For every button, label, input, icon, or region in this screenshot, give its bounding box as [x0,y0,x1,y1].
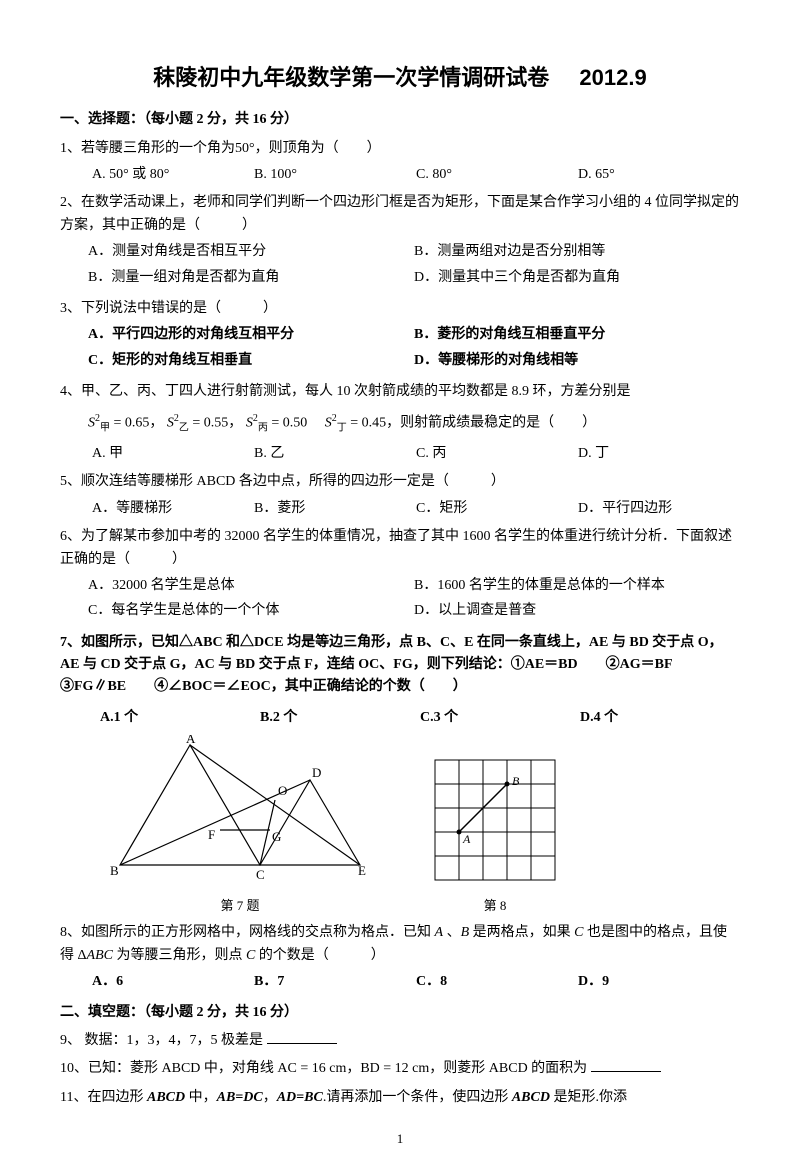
q5-opt-d: D．平行四边形 [578,498,740,520]
q6-stem: 6、为了解某市参加中考的 32000 名学生的体重情况，抽查了其中 1600 名… [60,526,740,571]
figure-8: A B 第 8 [430,755,560,916]
q8-opt-a: A．6 [92,971,254,993]
q3-opt-c: C．矩形的对角线互相垂直 [88,350,414,372]
q6-opt-b: B．1600 名学生的体重是总体的一个样本 [414,575,740,597]
q5-opt-a: A．等腰梯形 [92,498,254,520]
q2-stem: 2、在数学活动课上，老师和同学们判断一个四边形门框是否为矩形，下面是某合作学习小… [60,192,740,237]
q4-opt-b: B. 乙 [254,443,416,465]
section-1-heading: 一、选择题：（每小题 2 分，共 16 分） [60,109,740,131]
q4-formula: S2甲 = 0.65， S2乙 = 0.55， S2丙 = 0.50 S2丁 =… [88,411,740,436]
svg-text:G: G [272,829,281,844]
q3-opt-a: A．平行四边形的对角线互相平分 [88,324,414,346]
q2-opt-c: B．测量一组对角是否都为直角 [88,267,414,289]
question-6: 6、为了解某市参加中考的 32000 名学生的体重情况，抽查了其中 1600 名… [60,526,740,626]
svg-text:B: B [110,863,119,878]
section-2-heading: 二、填空题：（每小题 2 分，共 16 分） [60,1002,740,1024]
q5-options: A．等腰梯形 B．菱形 C．矩形 D．平行四边形 [92,498,740,520]
question-11: 11、在四边形 ABCD 中，AB=DC，AD=BC.请再添加一个条件，使四边形… [60,1087,740,1109]
svg-text:D: D [312,765,321,780]
svg-text:C: C [256,867,265,882]
q5-opt-b: B．菱形 [254,498,416,520]
svg-text:E: E [358,863,366,878]
grid-diagram-icon: A B [430,755,560,885]
exam-date: 2012.9 [579,65,646,90]
q7-options: A.1 个 B.2 个 C.3 个 D.4 个 [100,707,740,729]
q8-options: A．6 B．7 C．8 D．9 [92,971,740,993]
question-2: 2、在数学活动课上，老师和同学们判断一个四边形门框是否为矩形，下面是某合作学习小… [60,192,740,292]
q5-opt-c: C．矩形 [416,498,578,520]
q2-opt-b: B．测量两组对边是否分别相等 [414,241,740,263]
q3-options: A．平行四边形的对角线互相平分 B．菱形的对角线互相垂直平分 C．矩形的对角线互… [88,324,740,375]
q1-opt-a: A. 50° 或 80° [92,164,254,186]
q3-stem: 3、下列说法中错误的是（ ） [60,298,740,320]
q6-opt-a: A．32000 名学生是总体 [88,575,414,597]
fig7-label: 第 7 题 [100,896,380,917]
q6-opt-d: D．以上调查是普查 [414,600,740,622]
q3-opt-b: B．菱形的对角线互相垂直平分 [414,324,740,346]
question-5: 5、顺次连结等腰梯形 ABCD 各边中点，所得的四边形一定是（ ） A．等腰梯形… [60,471,740,520]
svg-text:O: O [278,783,287,798]
q7-stem: 7、如图所示，已知△ABC 和△DCE 均是等边三角形，点 B、C、E 在同一条… [60,632,740,699]
figure-row: A B C E D O F G 第 7 题 [100,735,740,916]
q2-opt-d: D．测量其中三个角是否都为直角 [414,267,740,289]
q7-opt-c: C.3 个 [420,707,580,729]
q6-opt-c: C．每名学生是总体的一个个体 [88,600,414,622]
q9-blank [267,1030,337,1044]
q8-stem: 8、如图所示的正方形网格中，网格线的交点称为格点．已知 A 、B 是两格点，如果… [60,922,740,967]
q4-opt-a: A. 甲 [92,443,254,465]
title-text: 秣陵初中九年级数学第一次学情调研试卷 [153,65,549,90]
question-8: 8、如图所示的正方形网格中，网格线的交点称为格点．已知 A 、B 是两格点，如果… [60,922,740,993]
exam-title: 秣陵初中九年级数学第一次学情调研试卷 2012.9 [60,60,740,95]
q2-opt-a: A．测量对角线是否相互平分 [88,241,414,263]
q4-opt-c: C. 丙 [416,443,578,465]
q8-opt-d: D．9 [578,971,740,993]
q8-opt-c: C．8 [416,971,578,993]
svg-text:F: F [208,827,215,842]
q1-options: A. 50° 或 80° B. 100° C. 80° D. 65° [92,164,740,186]
q3-opt-d: D．等腰梯形的对角线相等 [414,350,740,372]
q4-opt-d: D. 丁 [578,443,740,465]
question-10: 10、已知：菱形 ABCD 中，对角线 AC = 16 cm，BD = 12 c… [60,1058,740,1080]
q10-blank [591,1058,661,1072]
page-number: 1 [60,1129,740,1150]
figure-7: A B C E D O F G 第 7 题 [100,735,380,916]
question-1: 1、若等腰三角形的一个角为50°，则顶角为（ ） A. 50° 或 80° B.… [60,138,740,187]
q9-stem: 9、 数据：1，3，4，7，5 极差是 [60,1033,263,1048]
svg-text:B: B [512,774,520,788]
q2-options: A．测量对角线是否相互平分 B．测量两组对边是否分别相等 B．测量一组对角是否都… [88,241,740,292]
q10-stem: 10、已知：菱形 ABCD 中，对角线 AC = 16 cm，BD = 12 c… [60,1061,587,1076]
q7-opt-a: A.1 个 [100,707,260,729]
q7-opt-b: B.2 个 [260,707,420,729]
q4-stem-a: 4、甲、乙、丙、丁四人进行射箭测试，每人 10 次射箭成绩的平均数都是 8.9 … [60,381,740,403]
question-9: 9、 数据：1，3，4，7，5 极差是 [60,1030,740,1052]
question-3: 3、下列说法中错误的是（ ） A．平行四边形的对角线互相平分 B．菱形的对角线互… [60,298,740,375]
q6-options: A．32000 名学生是总体 B．1600 名学生的体重是总体的一个样本 C．每… [88,575,740,626]
q1-opt-d: D. 65° [578,164,740,186]
svg-text:A: A [186,735,196,746]
q8-opt-b: B．7 [254,971,416,993]
question-4: 4、甲、乙、丙、丁四人进行射箭测试，每人 10 次射箭成绩的平均数都是 8.9 … [60,381,740,465]
q1-opt-c: C. 80° [416,164,578,186]
q7-opt-d: D.4 个 [580,707,740,729]
q4-options: A. 甲 B. 乙 C. 丙 D. 丁 [92,443,740,465]
triangle-diagram-icon: A B C E D O F G [100,735,380,885]
q1-stem: 1、若等腰三角形的一个角为50°，则顶角为（ ） [60,138,740,160]
svg-text:A: A [462,832,471,846]
question-7: 7、如图所示，已知△ABC 和△DCE 均是等边三角形，点 B、C、E 在同一条… [60,632,740,917]
q5-stem: 5、顺次连结等腰梯形 ABCD 各边中点，所得的四边形一定是（ ） [60,471,740,493]
fig8-label: 第 8 [430,896,560,917]
q1-opt-b: B. 100° [254,164,416,186]
